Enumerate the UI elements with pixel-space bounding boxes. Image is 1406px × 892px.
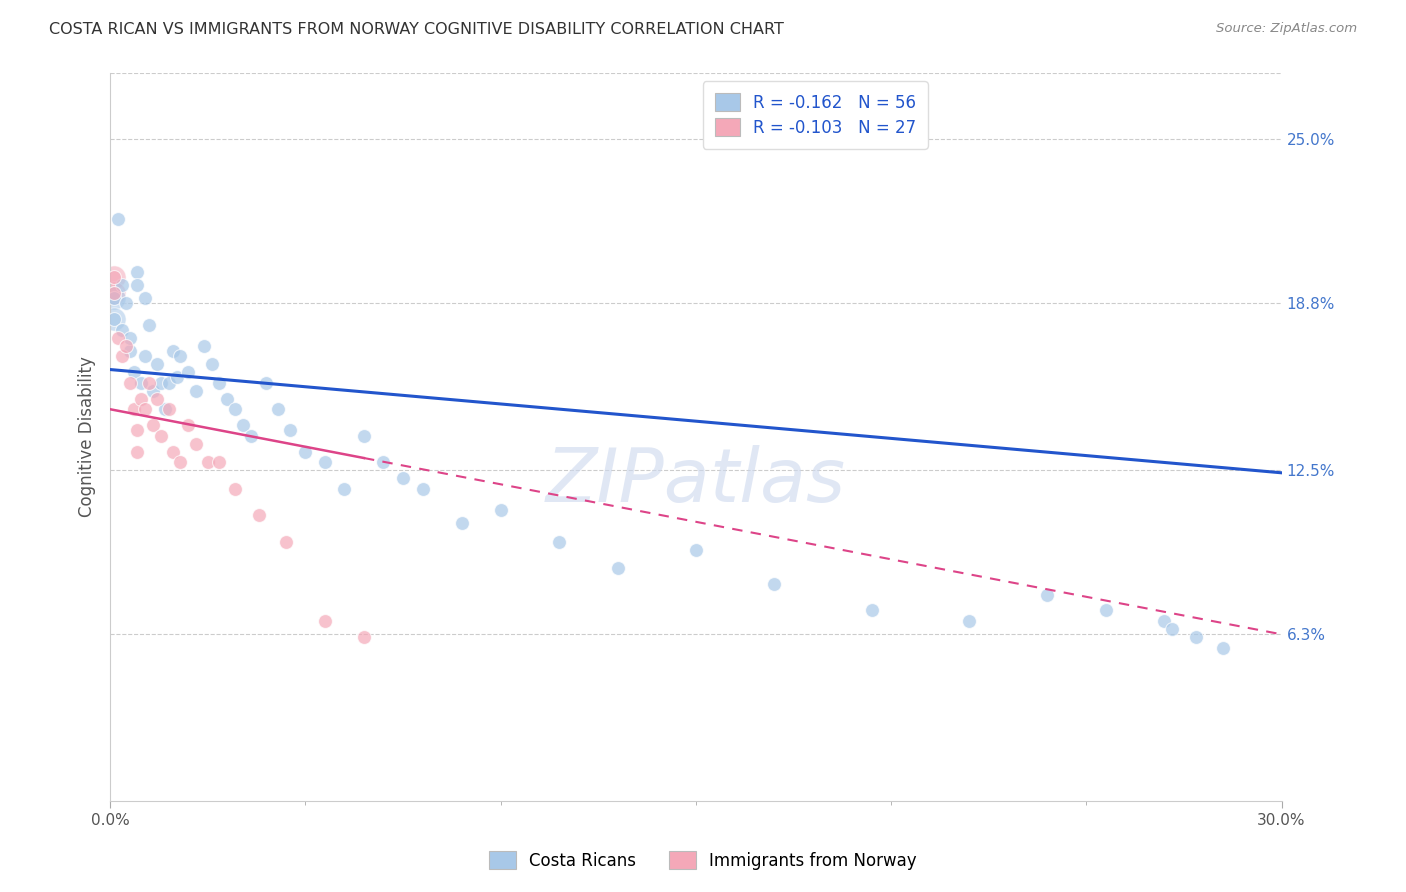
- Point: [162, 344, 184, 359]
- Point: [103, 269, 125, 284]
- Point: [122, 402, 145, 417]
- Point: [267, 402, 290, 417]
- Point: [314, 455, 336, 469]
- Point: [149, 376, 172, 390]
- Point: [217, 392, 239, 406]
- Point: [201, 357, 224, 371]
- Point: [254, 376, 277, 390]
- Point: [197, 455, 219, 469]
- Point: [134, 402, 156, 417]
- Point: [157, 376, 180, 390]
- Point: [247, 508, 270, 523]
- Point: [274, 534, 297, 549]
- Legend: R = -0.162   N = 56, R = -0.103   N = 27: R = -0.162 N = 56, R = -0.103 N = 27: [703, 81, 928, 149]
- Point: [294, 444, 316, 458]
- Point: [1212, 640, 1234, 655]
- Point: [103, 285, 125, 300]
- Point: [111, 323, 134, 337]
- Point: [103, 291, 125, 305]
- Point: [1095, 603, 1118, 617]
- Point: [957, 614, 980, 628]
- Point: [169, 349, 191, 363]
- Point: [131, 376, 153, 390]
- Point: [373, 455, 395, 469]
- Point: [548, 534, 571, 549]
- Point: [208, 376, 231, 390]
- Point: [111, 349, 134, 363]
- Point: [122, 365, 145, 379]
- Point: [184, 436, 207, 450]
- Point: [224, 482, 246, 496]
- Point: [127, 424, 149, 438]
- Point: [392, 471, 415, 485]
- Point: [184, 384, 207, 398]
- Point: [1161, 622, 1184, 636]
- Point: [138, 318, 160, 332]
- Point: [239, 428, 262, 442]
- Point: [177, 365, 200, 379]
- Point: [103, 312, 125, 326]
- Point: [224, 402, 246, 417]
- Point: [146, 392, 169, 406]
- Text: ZIPatlas: ZIPatlas: [546, 445, 846, 516]
- Point: [353, 630, 375, 644]
- Point: [353, 428, 375, 442]
- Point: [153, 402, 176, 417]
- Point: [860, 603, 883, 617]
- Point: [118, 376, 141, 390]
- Point: [149, 428, 172, 442]
- Point: [114, 296, 136, 310]
- Point: [489, 503, 512, 517]
- Point: [103, 269, 125, 284]
- Point: [162, 444, 184, 458]
- Point: [1036, 588, 1059, 602]
- Point: [232, 418, 254, 433]
- Point: [107, 211, 129, 226]
- Point: [134, 349, 156, 363]
- Point: [606, 561, 628, 575]
- Point: [127, 264, 149, 278]
- Point: [169, 455, 191, 469]
- Point: [278, 424, 301, 438]
- Point: [208, 455, 231, 469]
- Point: [193, 339, 215, 353]
- Point: [1184, 630, 1206, 644]
- Point: [685, 542, 707, 557]
- Point: [412, 482, 434, 496]
- Point: [142, 384, 165, 398]
- Point: [103, 312, 125, 326]
- Text: COSTA RICAN VS IMMIGRANTS FROM NORWAY COGNITIVE DISABILITY CORRELATION CHART: COSTA RICAN VS IMMIGRANTS FROM NORWAY CO…: [49, 22, 785, 37]
- Point: [1153, 614, 1175, 628]
- Point: [107, 331, 129, 345]
- Point: [131, 392, 153, 406]
- Point: [450, 516, 472, 530]
- Point: [114, 339, 136, 353]
- Point: [146, 357, 169, 371]
- Point: [134, 291, 156, 305]
- Point: [127, 277, 149, 292]
- Point: [111, 277, 134, 292]
- Text: Source: ZipAtlas.com: Source: ZipAtlas.com: [1216, 22, 1357, 36]
- Point: [118, 344, 141, 359]
- Point: [314, 614, 336, 628]
- Point: [762, 577, 785, 591]
- Point: [166, 370, 188, 384]
- Point: [118, 331, 141, 345]
- Point: [127, 444, 149, 458]
- Point: [103, 291, 125, 305]
- Legend: Costa Ricans, Immigrants from Norway: Costa Ricans, Immigrants from Norway: [482, 845, 924, 877]
- Point: [138, 376, 160, 390]
- Point: [333, 482, 356, 496]
- Point: [142, 418, 165, 433]
- Point: [157, 402, 180, 417]
- Point: [103, 285, 125, 300]
- Point: [177, 418, 200, 433]
- Y-axis label: Cognitive Disability: Cognitive Disability: [79, 357, 96, 517]
